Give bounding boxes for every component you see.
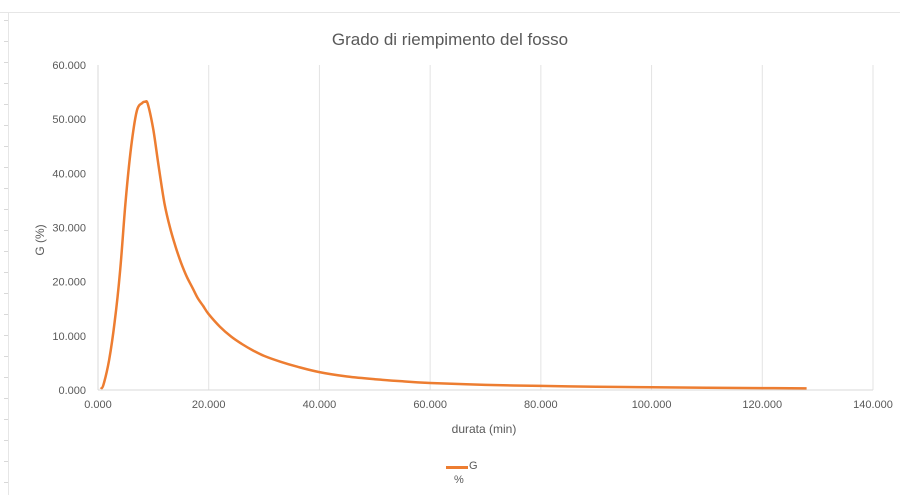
grid-lines <box>97 65 874 391</box>
chart-title: Grado di riempimento del fosso <box>331 30 569 49</box>
x-tick-label: 120.000 <box>742 399 782 411</box>
legend-series-name: G <box>469 460 478 472</box>
x-tick-label: 20.000 <box>192 399 226 411</box>
sheet-border-top <box>0 12 900 13</box>
x-tick-label: 140.000 <box>853 399 893 411</box>
x-axis-label: durata (min) <box>452 422 517 436</box>
y-tick-label: 40.000 <box>52 168 86 180</box>
x-tick-label: 0.000 <box>84 399 112 411</box>
legend: G % <box>446 460 506 490</box>
y-tick-label: 0.000 <box>58 385 86 397</box>
x-tick-label: 100.000 <box>632 399 672 411</box>
legend-swatch <box>446 466 468 469</box>
x-tick-label: 80.000 <box>524 399 558 411</box>
y-axis-label: G (%) <box>33 224 47 255</box>
legend-series-unit: % <box>454 474 464 486</box>
x-tick-label: 60.000 <box>413 399 447 411</box>
sheet-border-left <box>8 12 9 495</box>
y-tick-label: 30.000 <box>52 223 86 235</box>
y-tick-label: 60.000 <box>52 60 86 72</box>
y-tick-label: 10.000 <box>52 331 86 343</box>
x-tick-label: 40.000 <box>303 399 337 411</box>
y-tick-label: 20.000 <box>52 277 86 289</box>
series-layer <box>99 99 807 390</box>
y-tick-label: 50.000 <box>52 114 86 126</box>
series-line-g <box>99 99 807 390</box>
y-tick-labels: 0.000 10.000 20.000 30.000 40.000 50.000 60.00… <box>52 60 86 397</box>
x-tick-labels: 0.000 20.000 40.000 60.000 80.000 100.000 120.… <box>84 399 893 411</box>
